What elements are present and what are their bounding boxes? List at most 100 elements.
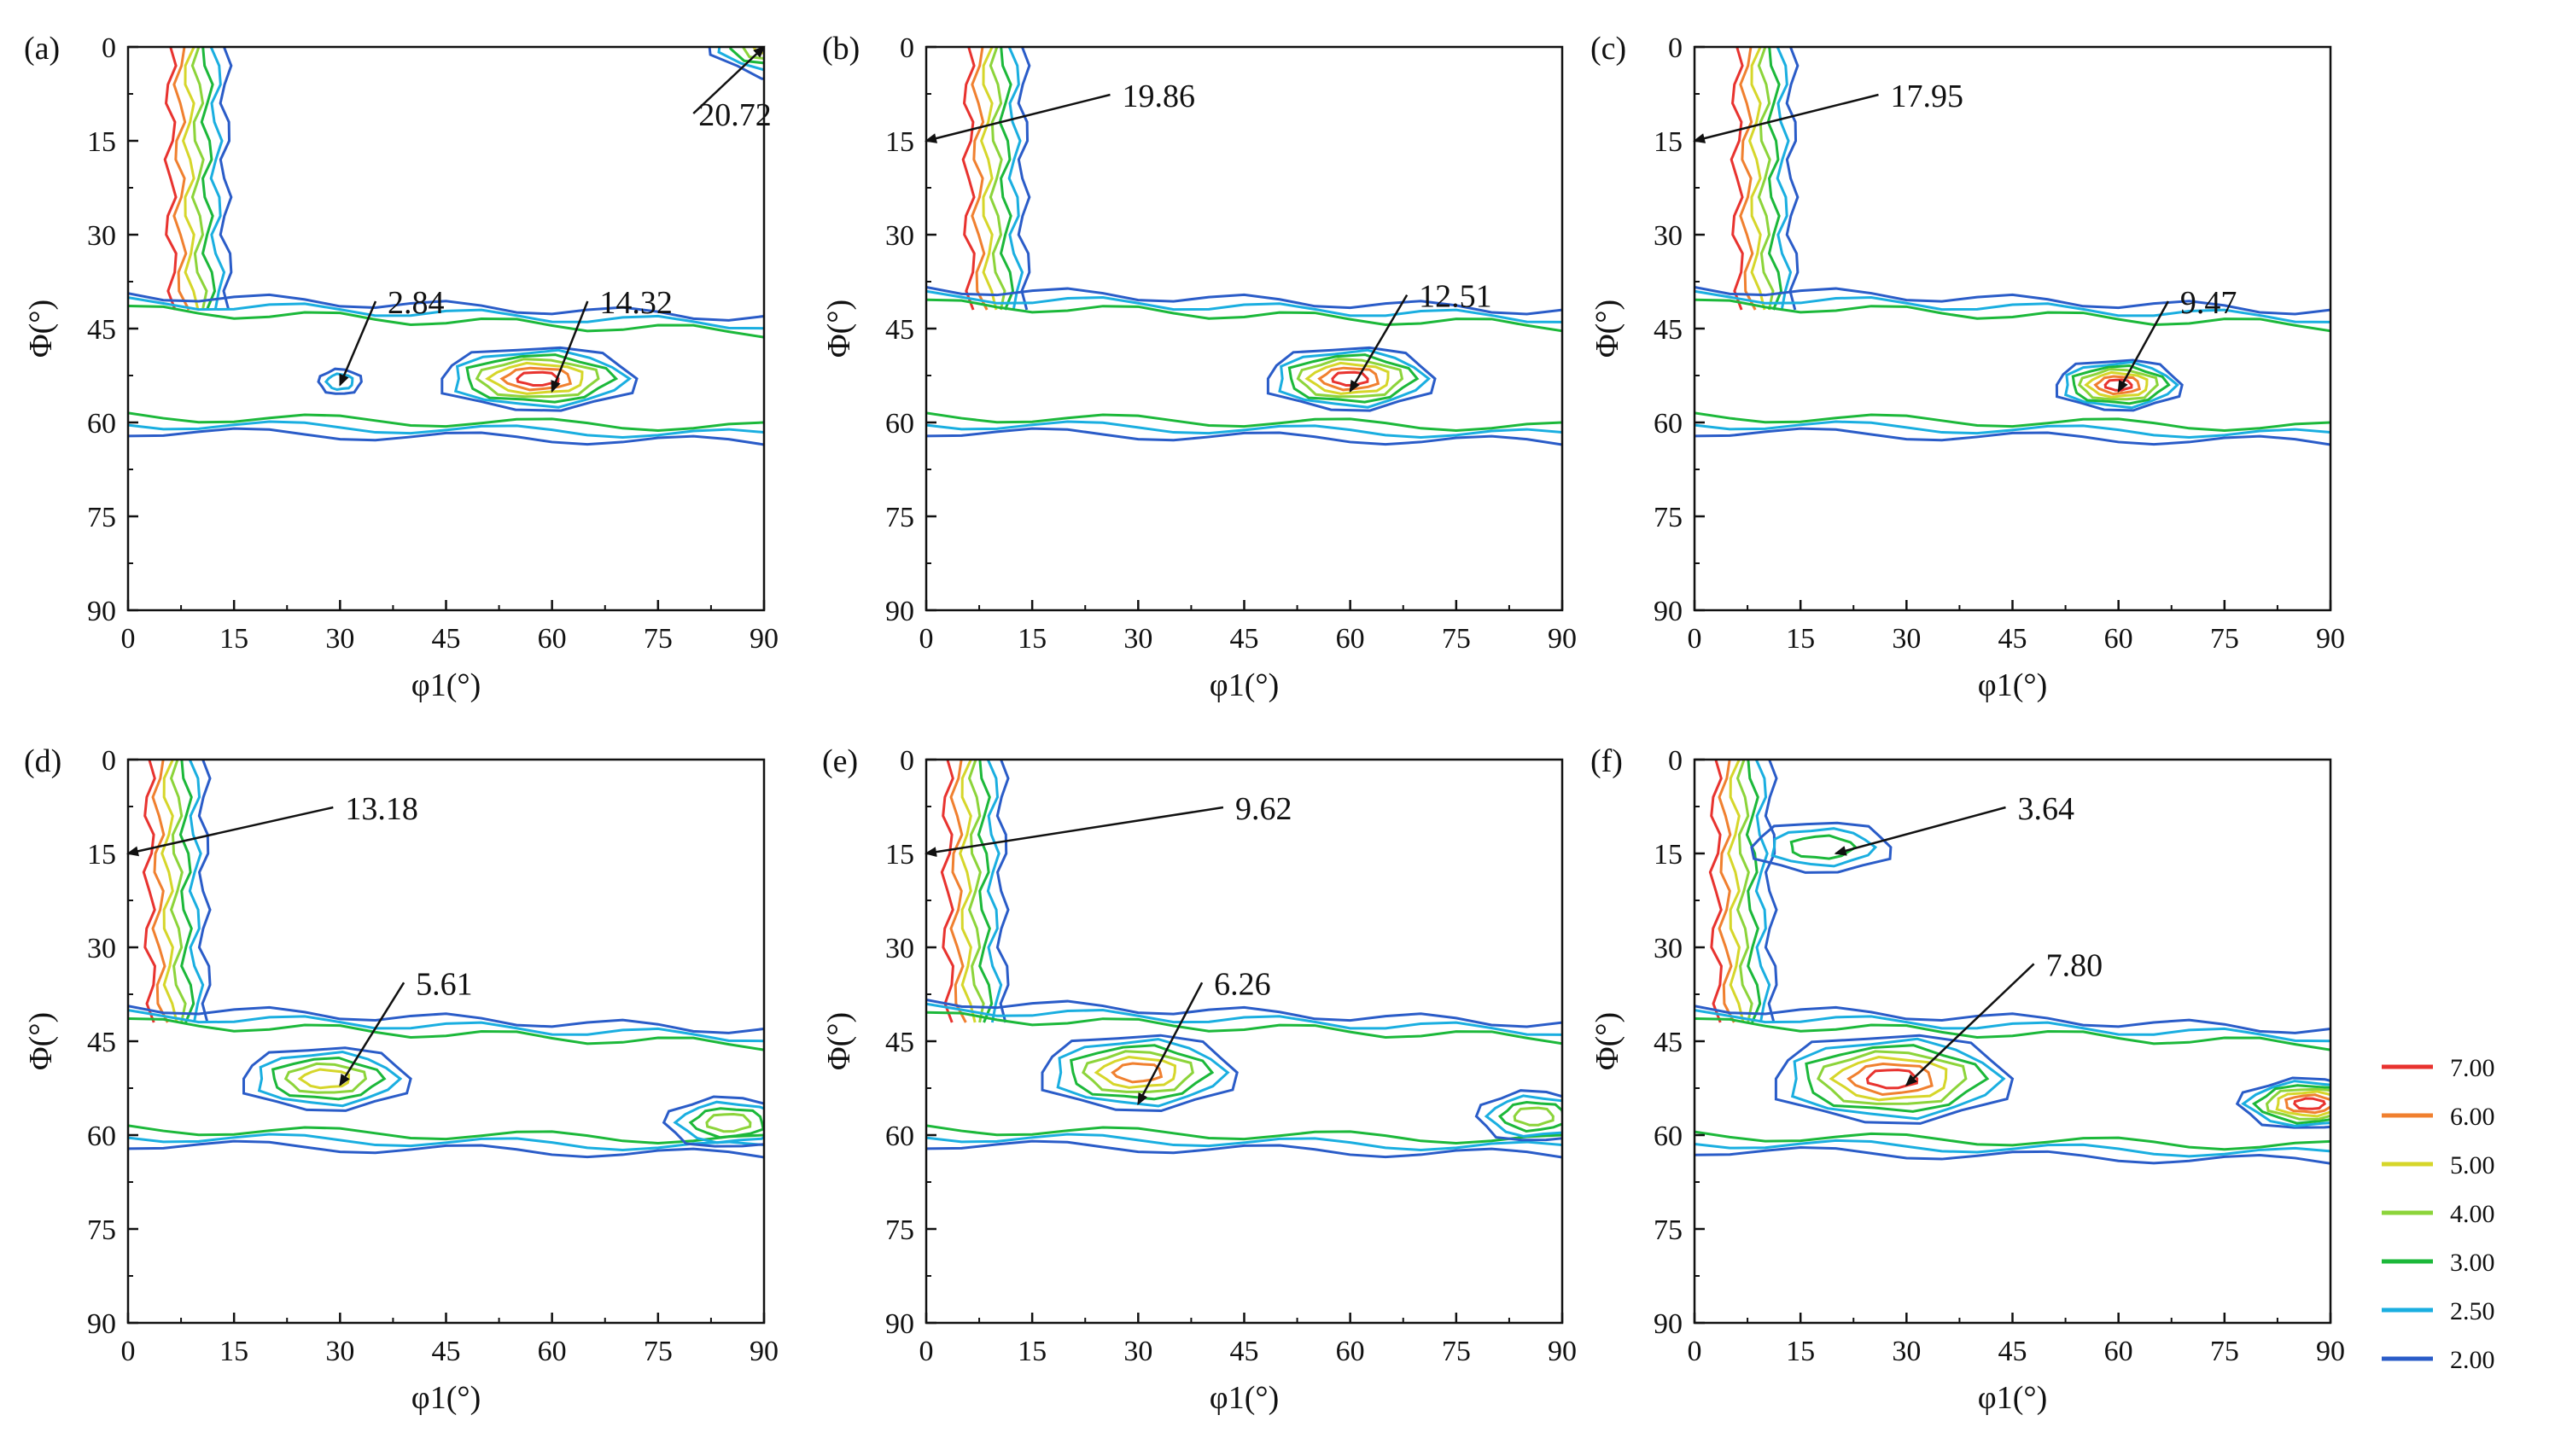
band-contour-top	[1695, 1005, 2330, 1034]
peak-contour	[2265, 1087, 2330, 1121]
peak-contour	[1266, 346, 1437, 412]
y-tick-label: 45	[885, 314, 914, 346]
y-tick-label: 90	[87, 1308, 116, 1340]
panel-label: (c)	[1590, 31, 1626, 67]
y-tick-label: 90	[1654, 596, 1683, 627]
peak-contour	[741, 47, 764, 61]
ridge-contour	[1739, 47, 1757, 311]
band-contour-bottom	[1695, 1139, 2330, 1158]
peak-contour	[283, 1062, 368, 1094]
annotation-value: 7.80	[2046, 947, 2103, 983]
ridge-contour	[986, 760, 1003, 1023]
y-tick-label: 45	[1654, 314, 1683, 346]
panel-label: (f)	[1590, 743, 1623, 779]
panel-a: 0 15 30 45 60 75 900153045607590φ1(°)Φ(°)(a)20…	[23, 26, 793, 703]
band-contour-top	[128, 292, 764, 322]
ridge-contour	[188, 760, 205, 1023]
peak-contour	[763, 26, 793, 44]
peak-contour	[1304, 361, 1390, 395]
peak-contour	[465, 353, 619, 404]
y-tick-label: 0	[1668, 745, 1683, 777]
ridge-contour	[142, 760, 156, 1023]
ridge-contour	[200, 47, 217, 311]
x-tick-label: 45	[1998, 1336, 2027, 1367]
x-tick-label: 75	[644, 1336, 673, 1367]
legend-label: 5.00	[2450, 1151, 2495, 1179]
band-contour-top	[128, 1009, 764, 1043]
x-tick-label: 90	[1548, 1336, 1577, 1367]
peak-contour	[1484, 1094, 1562, 1138]
panel-b: 0 15 30 45 60 75 900153045607590φ1(°)Φ(°)(b)19…	[821, 31, 1577, 703]
peak-contour	[2084, 370, 2149, 399]
band-contour-bottom	[1695, 427, 2330, 446]
peak-contour	[1497, 1100, 1562, 1133]
x-axis-label: φ1(°)	[411, 1380, 481, 1416]
annotation-arrow	[2117, 300, 2169, 393]
annotation-arrow	[692, 45, 766, 114]
x-tick-label: 60	[2104, 623, 2133, 655]
annotation-value: 12.51	[1419, 279, 1492, 315]
annotation-arrow	[925, 806, 1224, 858]
x-tick-label: 75	[644, 623, 673, 655]
peak-contour	[2055, 358, 2184, 412]
y-tick-label: 75	[1654, 502, 1683, 533]
annotation-value: 6.26	[1214, 966, 1271, 1002]
x-tick-label: 45	[432, 623, 461, 655]
x-tick-label: 30	[1123, 623, 1152, 655]
ridge-contour	[190, 47, 208, 311]
band-contour-top	[128, 1005, 764, 1034]
peak-contour	[2071, 364, 2171, 405]
peak-contour	[1829, 1055, 1948, 1102]
x-tick-label: 15	[1786, 623, 1815, 655]
peak-contour	[673, 1100, 764, 1144]
annotation-value: 13.18	[345, 791, 418, 827]
annotation-value: 17.95	[1891, 79, 1964, 114]
x-tick-label: 30	[325, 623, 354, 655]
x-tick-label: 30	[1892, 623, 1921, 655]
y-tick-label: 45	[87, 1027, 116, 1058]
band-contour-bottom	[926, 1124, 1562, 1144]
y-tick-label: 45	[885, 1027, 914, 1058]
peak-contour	[1513, 1106, 1555, 1127]
y-tick-label: 30	[885, 220, 914, 252]
ridge-contour	[172, 47, 190, 311]
peak-contour	[662, 1095, 764, 1148]
plot-frame	[1693, 758, 2332, 1325]
x-tick-label: 0	[1688, 623, 1702, 655]
panel-label: (a)	[24, 31, 60, 67]
y-tick-label: 15	[87, 126, 116, 158]
band-contour-top	[926, 285, 1562, 316]
peak-contour	[440, 346, 639, 412]
band-contour-top	[1695, 298, 2330, 333]
y-axis-label: Φ(°)	[821, 300, 857, 358]
ridge-contour	[971, 47, 989, 311]
peak-contour	[2063, 360, 2179, 410]
annotation-arrow	[925, 93, 1111, 143]
x-tick-label: 0	[121, 623, 136, 655]
x-tick-label: 0	[1688, 1336, 1702, 1367]
peak-contour	[1805, 1044, 1990, 1113]
y-tick-label: 30	[87, 933, 116, 964]
annotation-value: 20.72	[698, 97, 772, 133]
y-axis-label: Φ(°)	[1590, 300, 1625, 358]
ridge-contour	[160, 760, 178, 1023]
peak-contour	[1817, 1050, 1968, 1105]
panel-label: (d)	[24, 743, 61, 779]
band-contour-bottom	[926, 1133, 1562, 1152]
contour-group	[128, 760, 764, 1159]
band-contour-bottom	[128, 411, 764, 432]
ridge-contour	[995, 760, 1010, 1023]
ridge-contour	[169, 760, 187, 1023]
x-tick-label: 0	[919, 1336, 934, 1367]
peak-contour	[2293, 1097, 2327, 1110]
band-contour-bottom	[1695, 411, 2330, 432]
band-contour-top	[926, 289, 1562, 323]
band-contour-bottom	[1695, 1145, 2330, 1165]
y-tick-label: 60	[87, 408, 116, 440]
y-tick-label: 60	[87, 1121, 116, 1152]
y-axis-label: Φ(°)	[1590, 1012, 1625, 1070]
legend-label: 7.00	[2450, 1054, 2495, 1082]
x-tick-label: 30	[1892, 1336, 1921, 1367]
peak-contour	[1278, 348, 1432, 409]
